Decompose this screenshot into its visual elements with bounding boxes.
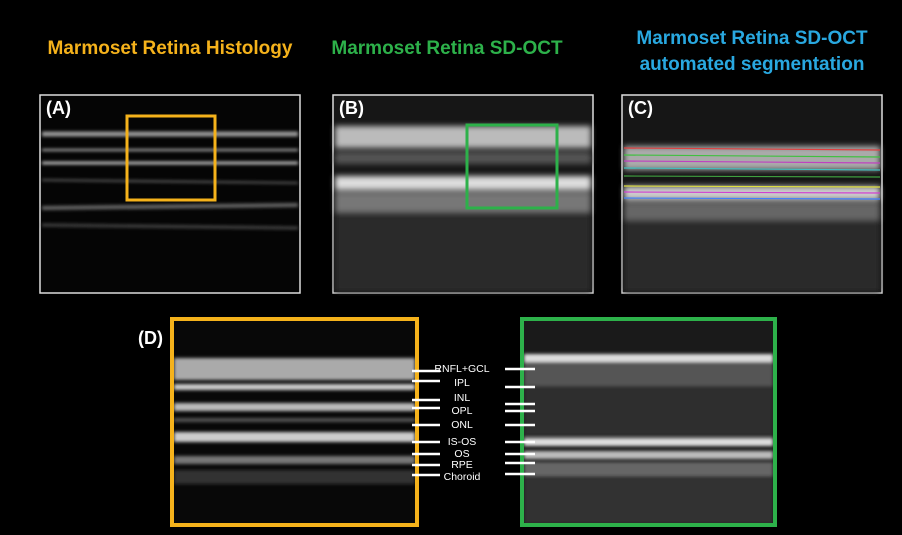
layer-label: OPL bbox=[451, 405, 472, 417]
panel-label: (D) bbox=[138, 328, 163, 348]
panel-d-oct bbox=[522, 319, 775, 525]
layer-label: IPL bbox=[454, 377, 470, 389]
title-oct: Marmoset Retina SD-OCT bbox=[331, 38, 563, 59]
layer-label: RPE bbox=[451, 459, 473, 471]
panel-d-histology bbox=[172, 319, 417, 525]
layer-label: INL bbox=[454, 392, 471, 404]
title-histology: Marmoset Retina Histology bbox=[48, 38, 293, 59]
layer-label: Choroid bbox=[444, 471, 481, 483]
panel-label: (A) bbox=[46, 98, 71, 118]
panel-label: (C) bbox=[628, 98, 653, 118]
panel-b: (B) bbox=[333, 95, 593, 293]
panel-label: (B) bbox=[339, 98, 364, 118]
layer-label: IS-OS bbox=[448, 436, 477, 448]
layer-label: RNFL+GCL bbox=[434, 363, 489, 375]
title-segmentation: Marmoset Retina SD-OCT bbox=[636, 28, 868, 49]
panel-c: (C) bbox=[622, 95, 882, 293]
layer-label: ONL bbox=[451, 419, 473, 431]
panel-a: (A) bbox=[40, 95, 300, 293]
title-segmentation: automated segmentation bbox=[640, 54, 865, 75]
figure: Marmoset Retina Histology Marmoset Retin… bbox=[0, 0, 902, 535]
